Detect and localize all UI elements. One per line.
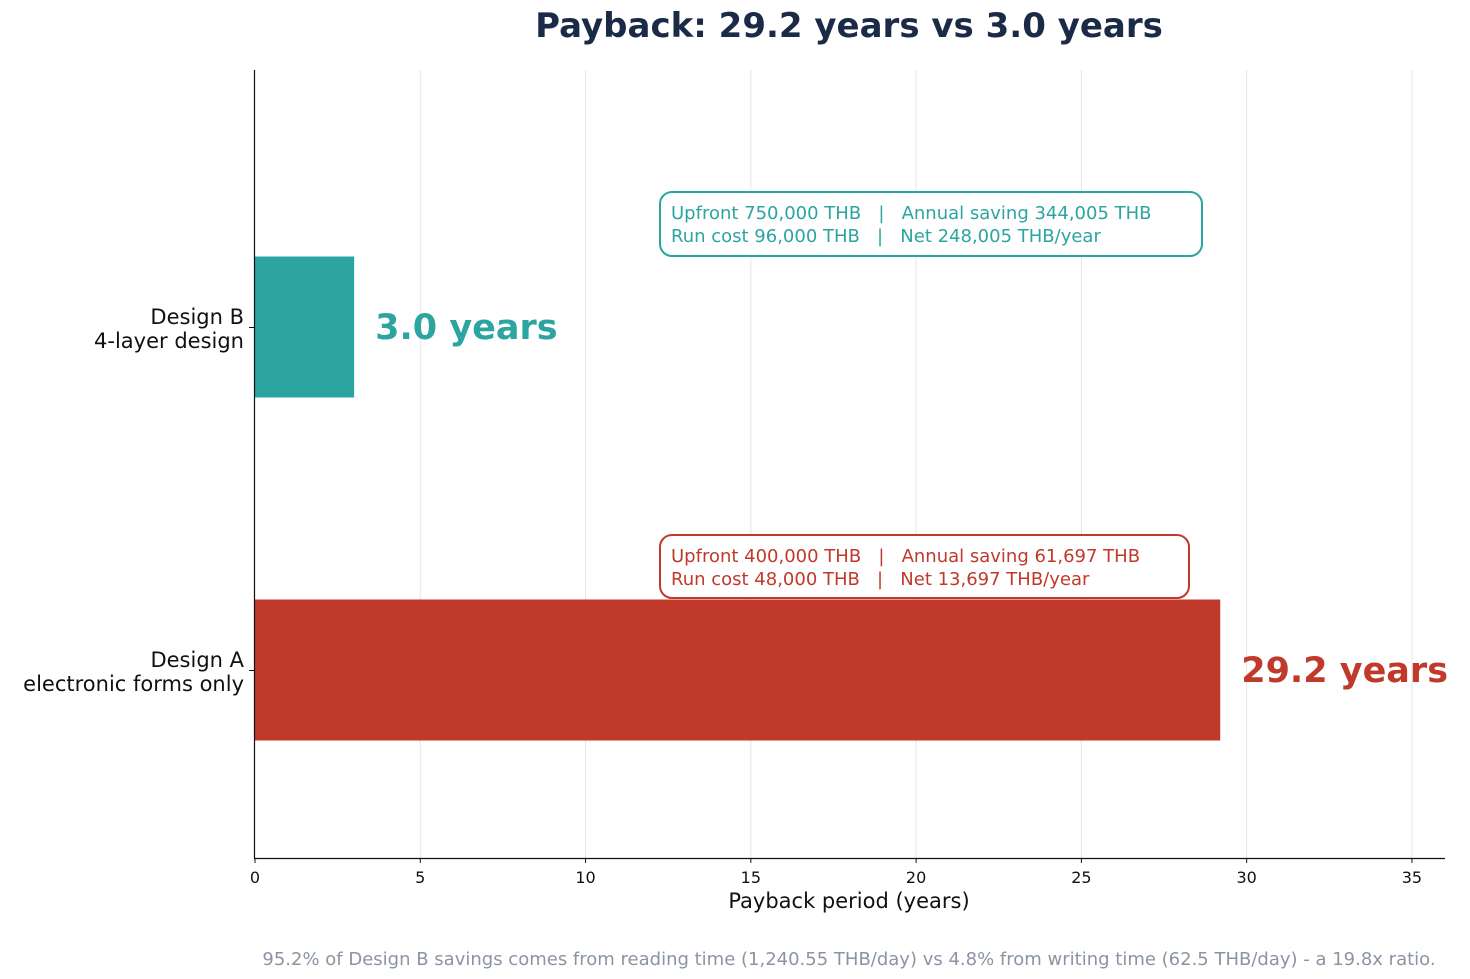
category-label-design-a-line1: Design A [150, 648, 244, 672]
bar-design-a [255, 599, 1221, 741]
footnote: 95.2% of Design B savings comes from rea… [262, 949, 1435, 970]
x-tick-label-0: 0 [250, 868, 260, 887]
bar-group-design-b: 3.0 years Design B 4-layer design Upfron… [94, 191, 1203, 398]
x-axis-title: Payback period (years) [728, 889, 969, 913]
axes [249, 70, 1445, 860]
x-tick-label-10: 10 [575, 868, 595, 887]
x-tick-label-20: 20 [906, 868, 926, 887]
annotation-box-design-a [659, 534, 1190, 599]
annotation-design-b-line1: Upfront 750,000 THB | Annual saving 344,… [671, 203, 1152, 224]
x-tick-label-25: 25 [1071, 868, 1091, 887]
annotation-design-a-line2: Run cost 48,000 THB | Net 13,697 THB/yea… [671, 569, 1090, 590]
x-tick-label-35: 35 [1402, 868, 1422, 887]
bar-design-b [255, 256, 355, 398]
category-label-design-b-line2: 4-layer design [94, 329, 244, 353]
x-tick-label-30: 30 [1236, 868, 1256, 887]
x-tick-label-5: 5 [415, 868, 425, 887]
annotation-design-a-line1: Upfront 400,000 THB | Annual saving 61,6… [671, 546, 1140, 567]
annotation-box-design-b [659, 191, 1203, 257]
bar-group-design-a: 29.2 years Design A electronic forms onl… [23, 534, 1448, 741]
category-label-design-a-line2: electronic forms only [23, 672, 244, 696]
x-tick-label-15: 15 [741, 868, 761, 887]
chart-title: Payback: 29.2 years vs 3.0 years [535, 6, 1163, 46]
x-ticks: 0 5 10 15 20 25 30 35 [250, 858, 1422, 887]
value-label-design-b: 3.0 years [375, 308, 557, 348]
annotation-design-b-line2: Run cost 96,000 THB | Net 248,005 THB/ye… [671, 226, 1101, 247]
value-label-design-a: 29.2 years [1241, 651, 1448, 691]
category-label-design-b-line1: Design B [150, 305, 244, 329]
